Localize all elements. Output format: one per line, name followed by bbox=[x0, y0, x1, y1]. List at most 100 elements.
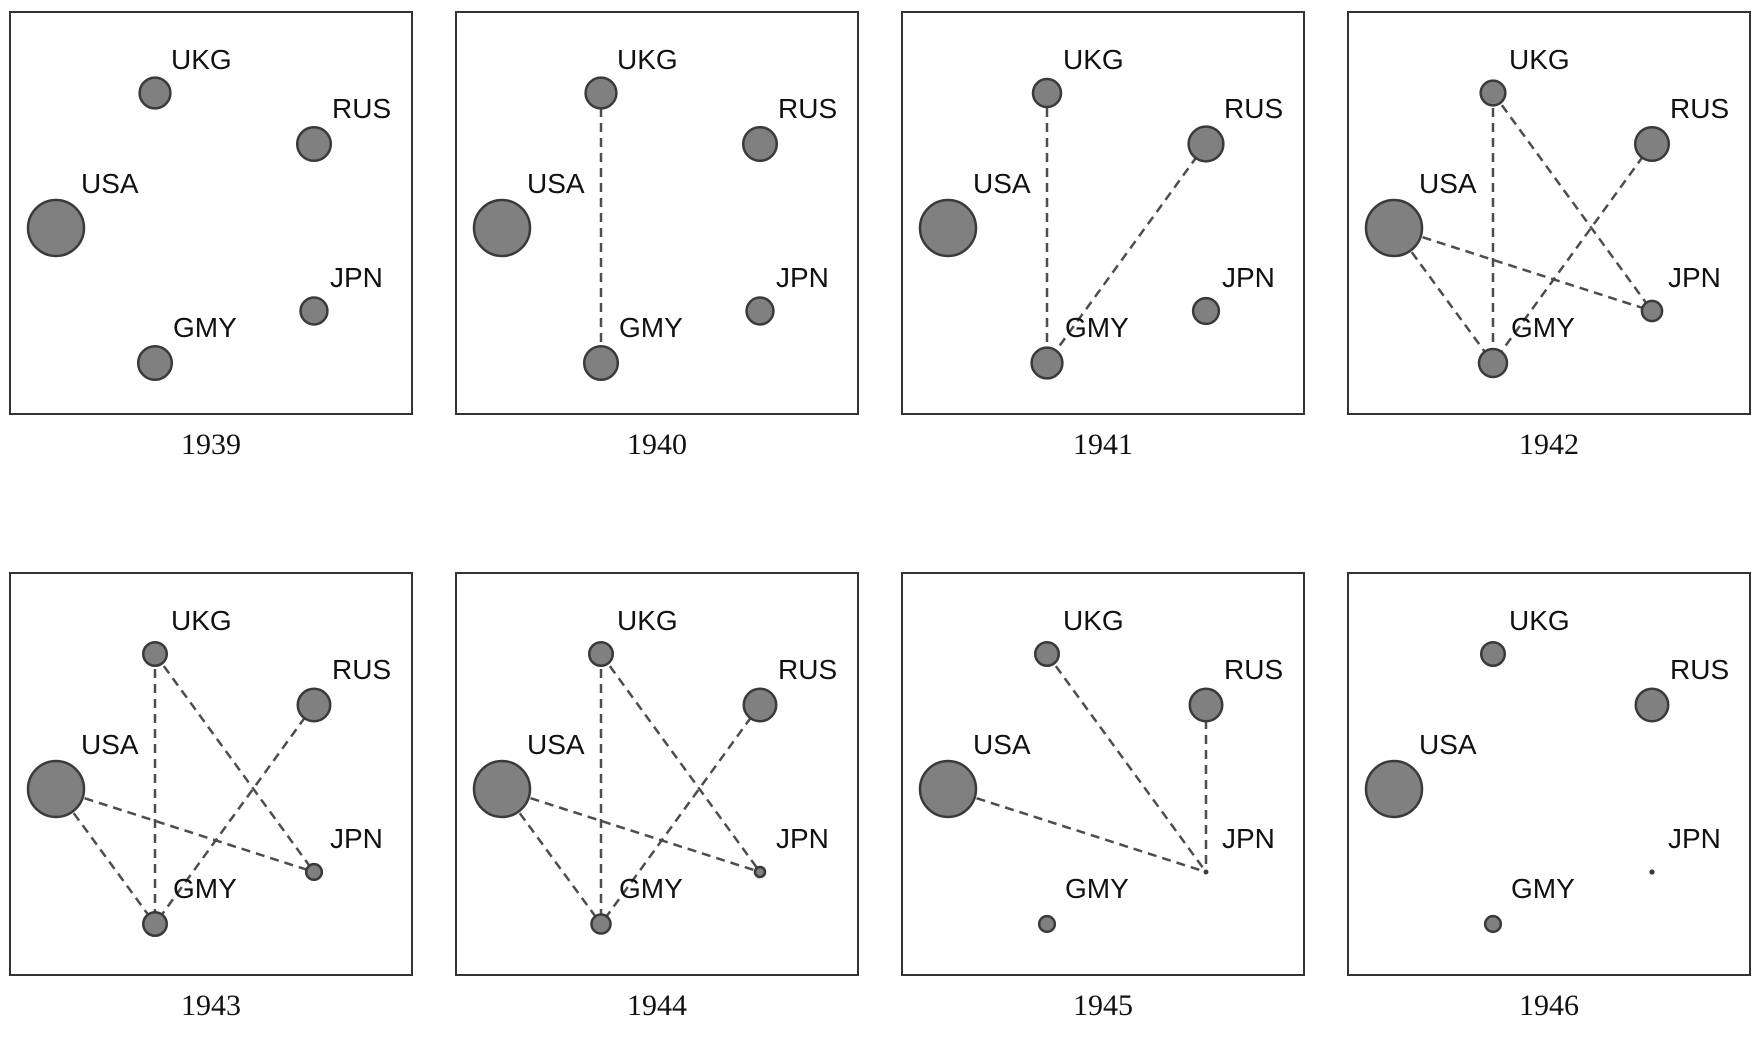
year-label: 1940 bbox=[627, 428, 687, 461]
panel-1939: USA UKG RUS JPN GMY 1939 bbox=[9, 11, 413, 475]
node-label-rus: RUS bbox=[1670, 654, 1729, 685]
node-label-usa: USA bbox=[1419, 729, 1477, 760]
node-label-usa: USA bbox=[973, 729, 1031, 760]
node-label-ukg: UKG bbox=[1063, 44, 1124, 75]
node-usa bbox=[1364, 759, 1424, 819]
edge-usa-gmy bbox=[1392, 227, 1495, 364]
node-ukg bbox=[1031, 77, 1063, 109]
node-label-rus: RUS bbox=[332, 654, 391, 685]
node-ukg bbox=[141, 640, 169, 668]
node-label-rus: RUS bbox=[778, 93, 837, 124]
network-graph: USA UKG RUS JPN GMY bbox=[1347, 11, 1751, 415]
node-ukg bbox=[1479, 79, 1507, 107]
node-rus bbox=[1634, 687, 1670, 723]
node-label-usa: USA bbox=[81, 168, 139, 199]
node-label-ukg: UKG bbox=[617, 605, 678, 636]
node-label-jpn: JPN bbox=[1222, 262, 1275, 293]
panel-1945: USA UKG RUS JPN GMY 1945 bbox=[901, 572, 1305, 1036]
edge-rus-gmy bbox=[1491, 143, 1654, 364]
node-jpn bbox=[1640, 299, 1664, 323]
year-label: 1941 bbox=[1073, 428, 1133, 461]
node-label-ukg: UKG bbox=[617, 44, 678, 75]
panel-1941: USA UKG RUS JPN GMY 1941 bbox=[901, 11, 1305, 475]
node-label-gmy: GMY bbox=[1065, 312, 1129, 343]
node-gmy bbox=[1477, 347, 1509, 379]
node-label-gmy: GMY bbox=[1065, 873, 1129, 904]
node-rus bbox=[741, 125, 779, 163]
edge-rus-gmy bbox=[153, 704, 316, 925]
node-usa bbox=[918, 198, 978, 258]
node-label-gmy: GMY bbox=[1511, 312, 1575, 343]
node-usa bbox=[26, 198, 86, 258]
year-label: 1943 bbox=[181, 989, 241, 1022]
node-label-jpn: JPN bbox=[776, 262, 829, 293]
edge-rus-gmy bbox=[599, 704, 762, 925]
node-jpn bbox=[299, 296, 329, 326]
node-label-gmy: GMY bbox=[1511, 873, 1575, 904]
node-usa bbox=[472, 759, 532, 819]
node-usa bbox=[918, 759, 978, 819]
edge-usa-gmy bbox=[54, 788, 157, 925]
node-label-jpn: JPN bbox=[330, 823, 383, 854]
node-gmy bbox=[1037, 914, 1057, 934]
panel-1944: USA UKG RUS JPN GMY 1944 bbox=[455, 572, 859, 1036]
node-gmy bbox=[582, 344, 620, 382]
node-gmy bbox=[1483, 914, 1503, 934]
node-label-jpn: JPN bbox=[1222, 823, 1275, 854]
node-label-rus: RUS bbox=[1670, 93, 1729, 124]
panel-1942: USA UKG RUS JPN GMY 1942 bbox=[1347, 11, 1751, 475]
node-label-ukg: UKG bbox=[171, 605, 232, 636]
node-label-rus: RUS bbox=[1224, 93, 1283, 124]
node-rus bbox=[1187, 125, 1225, 163]
node-label-ukg: UKG bbox=[1509, 605, 1570, 636]
node-label-rus: RUS bbox=[778, 654, 837, 685]
node-label-ukg: UKG bbox=[171, 44, 232, 75]
node-gmy bbox=[590, 913, 612, 935]
node-ukg bbox=[1033, 640, 1061, 668]
edge-usa-gmy bbox=[500, 788, 603, 925]
node-jpn bbox=[1649, 869, 1655, 875]
node-ukg bbox=[1479, 640, 1507, 668]
year-label: 1944 bbox=[627, 989, 687, 1022]
edge-usa-jpn bbox=[1393, 226, 1653, 313]
node-label-gmy: GMY bbox=[619, 312, 683, 343]
year-label: 1939 bbox=[181, 428, 241, 461]
node-label-usa: USA bbox=[527, 168, 585, 199]
panel-1940: USA UKG RUS JPN GMY 1940 bbox=[455, 11, 859, 475]
node-ukg bbox=[138, 76, 172, 110]
node-ukg bbox=[587, 640, 615, 668]
node-label-jpn: JPN bbox=[776, 823, 829, 854]
node-label-jpn: JPN bbox=[330, 262, 383, 293]
node-jpn bbox=[1203, 869, 1209, 875]
node-label-usa: USA bbox=[81, 729, 139, 760]
edge-usa-jpn bbox=[947, 787, 1207, 874]
node-gmy bbox=[1030, 346, 1064, 380]
node-label-usa: USA bbox=[973, 168, 1031, 199]
node-rus bbox=[742, 687, 778, 723]
network-graph: USA UKG RUS JPN GMY bbox=[1347, 572, 1751, 976]
panel-1946: USA UKG RUS JPN GMY 1946 bbox=[1347, 572, 1751, 1036]
network-graph: USA UKG RUS JPN GMY bbox=[455, 572, 859, 976]
year-label: 1945 bbox=[1073, 989, 1133, 1022]
network-graph: USA UKG RUS JPN GMY bbox=[455, 11, 859, 415]
node-usa bbox=[1364, 198, 1424, 258]
node-label-gmy: GMY bbox=[173, 312, 237, 343]
node-ukg bbox=[584, 76, 618, 110]
node-usa bbox=[472, 198, 532, 258]
year-label: 1942 bbox=[1519, 428, 1579, 461]
node-rus bbox=[295, 125, 333, 163]
node-jpn bbox=[1191, 296, 1221, 326]
node-label-rus: RUS bbox=[332, 93, 391, 124]
year-label: 1946 bbox=[1519, 989, 1579, 1022]
node-label-ukg: UKG bbox=[1063, 605, 1124, 636]
edge-rus-gmy bbox=[1045, 143, 1208, 364]
edge-usa-jpn bbox=[55, 787, 315, 874]
node-jpn bbox=[304, 862, 324, 882]
network-graph: USA UKG RUS JPN GMY bbox=[9, 11, 413, 415]
node-label-ukg: UKG bbox=[1509, 44, 1570, 75]
panel-1943: USA UKG RUS JPN GMY 1943 bbox=[9, 572, 413, 1036]
node-usa bbox=[26, 759, 86, 819]
node-gmy bbox=[141, 910, 169, 938]
node-label-usa: USA bbox=[1419, 168, 1477, 199]
